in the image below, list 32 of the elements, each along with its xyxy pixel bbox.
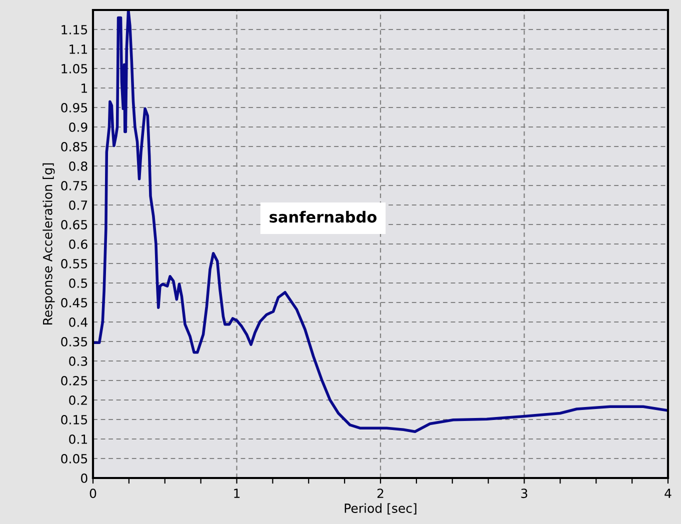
y-tick-label: 0 bbox=[81, 473, 88, 483]
x-tick-label: 4 bbox=[664, 488, 672, 498]
y-tick-label: 0.45 bbox=[61, 298, 88, 308]
y-axis-title: Response Acceleration [g] bbox=[42, 163, 55, 324]
annotation: sanfernabdo bbox=[270, 210, 377, 223]
y-tick-label: 0.65 bbox=[61, 220, 88, 230]
y-tick-label: 0.6 bbox=[69, 239, 88, 249]
y-tick-label: 1.15 bbox=[62, 25, 88, 34]
y-tick-label: 0.05 bbox=[61, 454, 88, 464]
y-tick-label: 0.35 bbox=[61, 336, 88, 346]
y-tick-label: 0.55 bbox=[61, 258, 88, 268]
y-tick-label: 0.15 bbox=[61, 414, 88, 424]
x-axis-title: Period [sec] bbox=[344, 503, 416, 514]
y-tick-label: 1.05 bbox=[62, 64, 88, 74]
y-tick-label: 0.3 bbox=[69, 356, 88, 366]
y-tick-label: 0.1 bbox=[69, 434, 87, 444]
y-tick-label: 1 bbox=[82, 84, 87, 93]
y-tick-label: 0.95 bbox=[61, 102, 88, 112]
x-tick-label: 1 bbox=[234, 488, 240, 498]
y-tick-label: 0.2 bbox=[69, 395, 87, 405]
y-tick-label: 0.7 bbox=[69, 200, 88, 210]
y-tick-label: 0.8 bbox=[69, 161, 88, 171]
x-tick-label: 0 bbox=[90, 488, 96, 498]
y-tick-label: 0.85 bbox=[61, 142, 88, 152]
x-tick-label: 3 bbox=[521, 488, 528, 498]
y-tick-label: 0.5 bbox=[69, 278, 88, 288]
y-tick-label: 0.25 bbox=[61, 376, 88, 386]
y-tick-label: 0.75 bbox=[61, 180, 88, 190]
x-tick-label: 2 bbox=[377, 488, 384, 498]
y-tick-label: 0.9 bbox=[69, 122, 88, 132]
y-tick-label: 1.1 bbox=[70, 44, 87, 54]
y-tick-label: 0.4 bbox=[69, 317, 88, 327]
